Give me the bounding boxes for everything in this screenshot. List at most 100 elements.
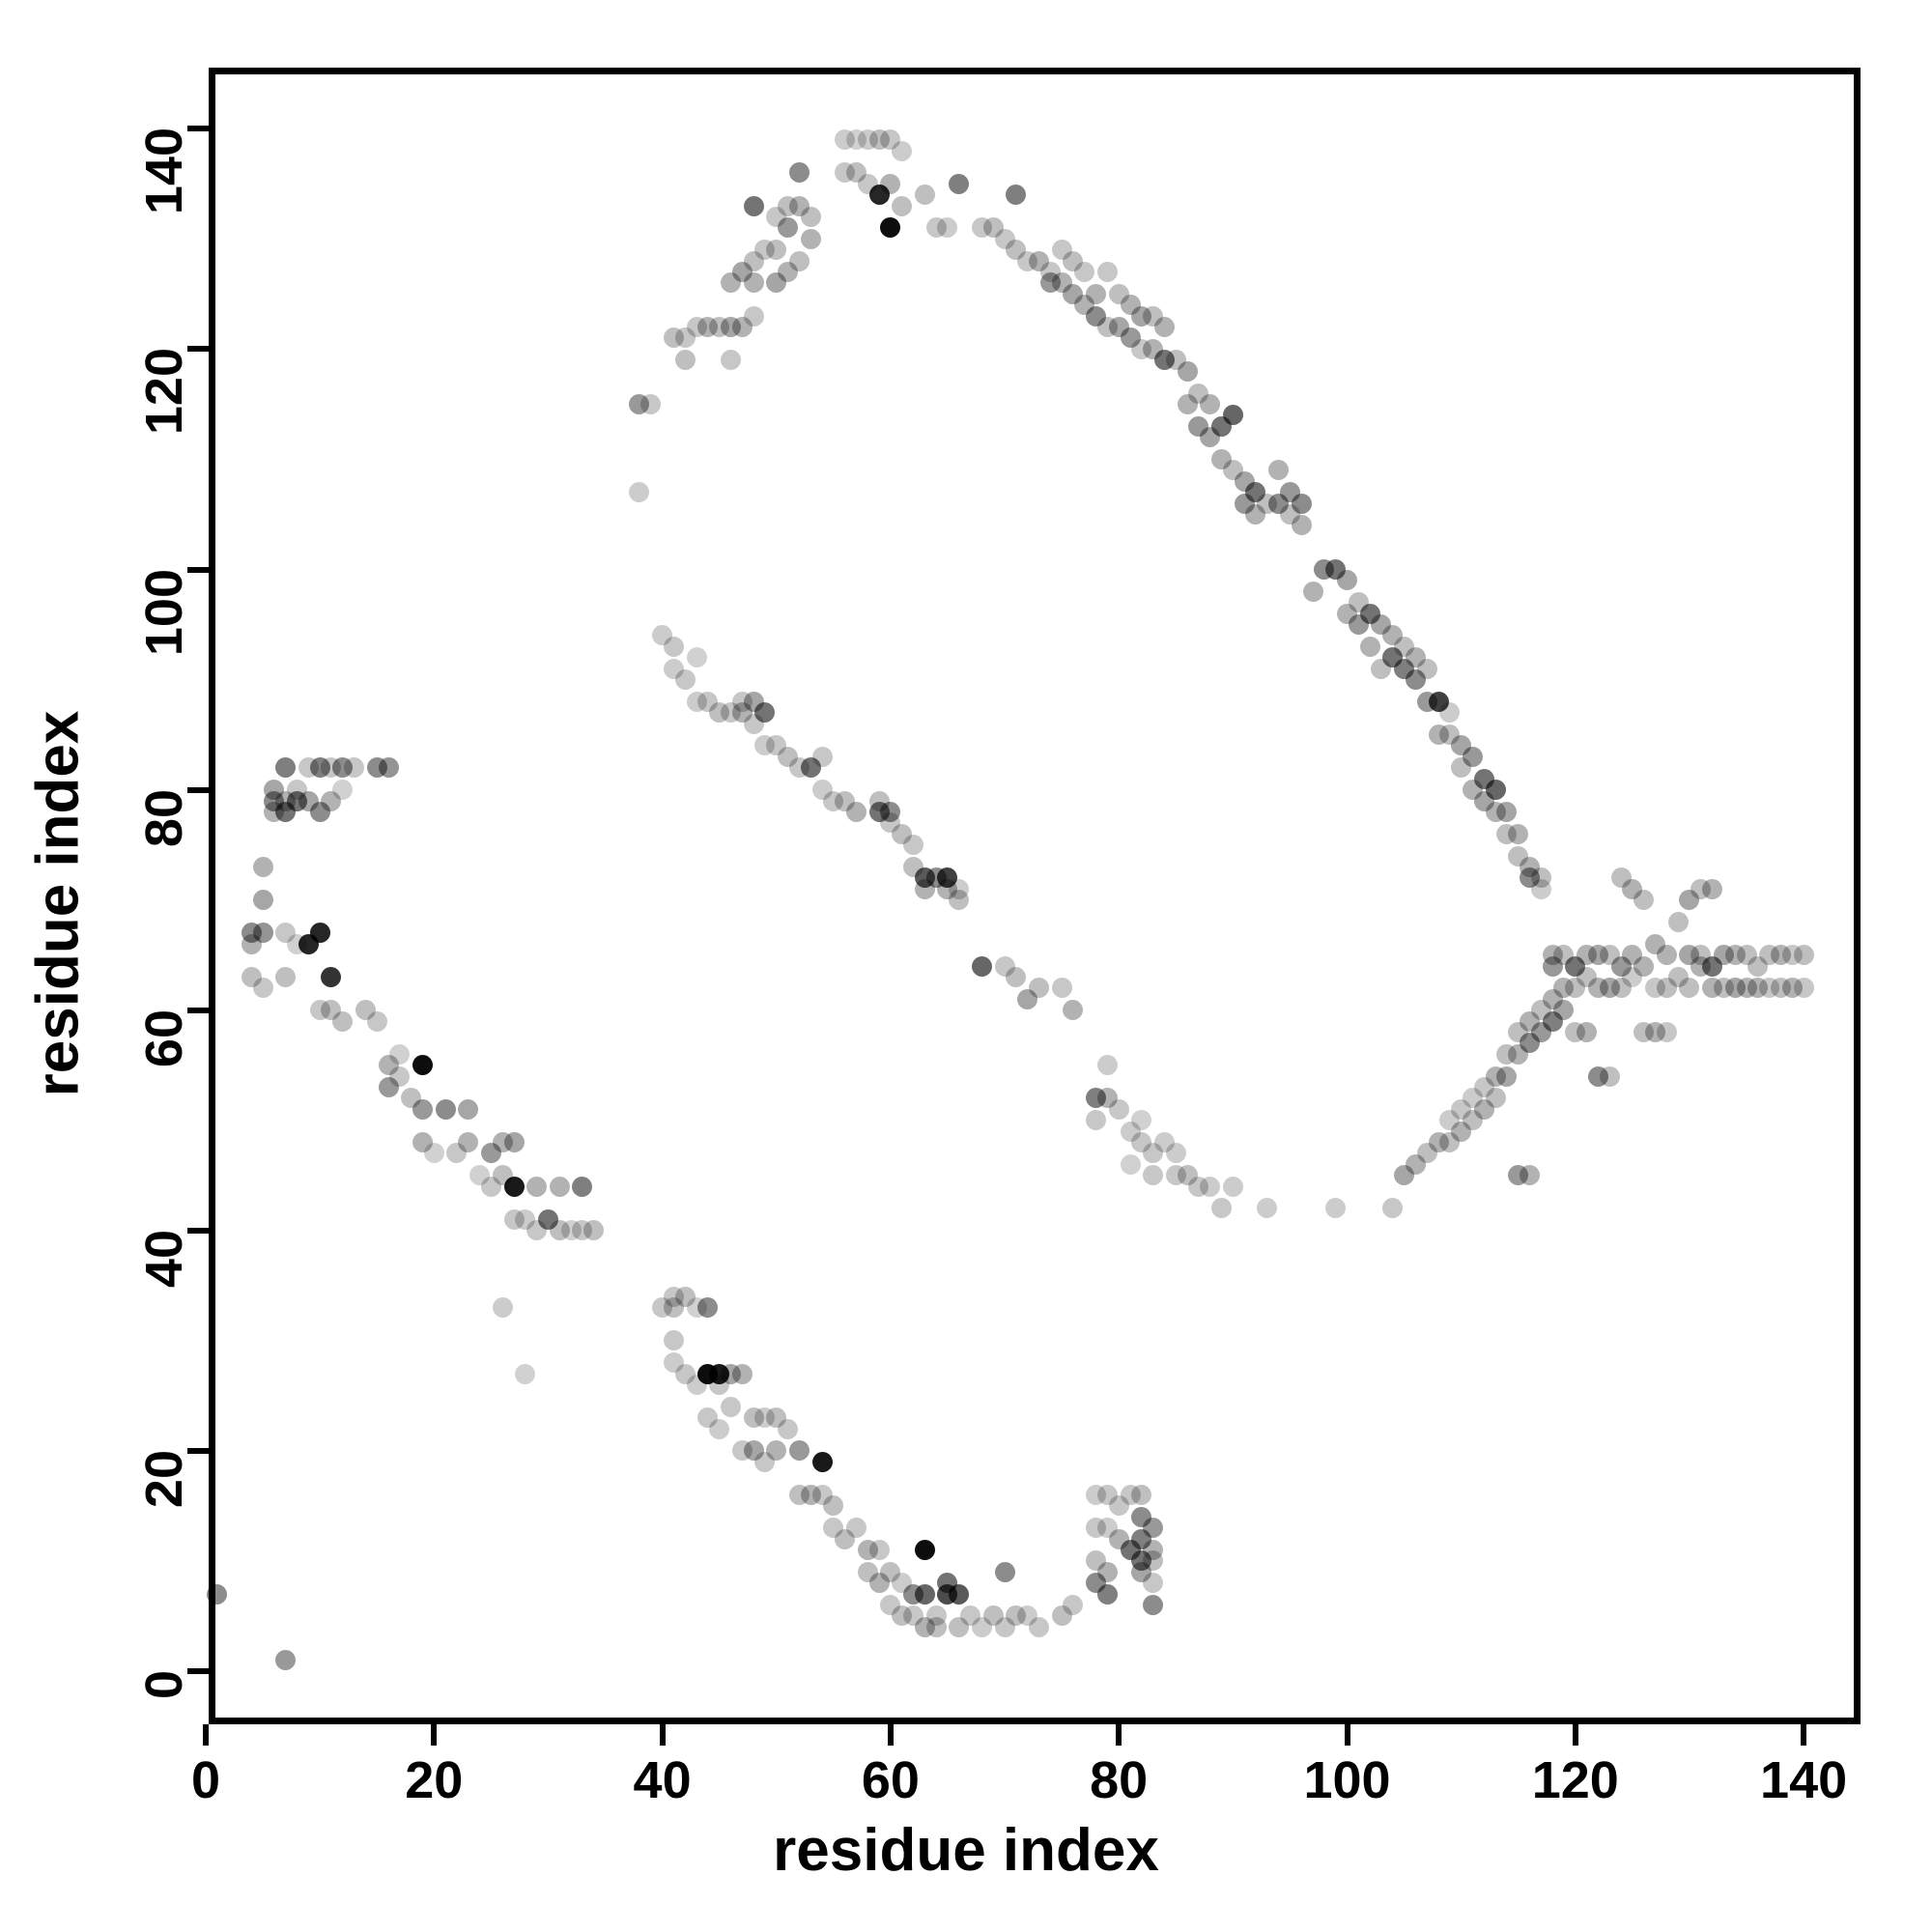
scatter-point xyxy=(835,162,856,184)
scatter-point xyxy=(880,129,901,151)
scatter-point xyxy=(1131,1132,1152,1153)
scatter-point xyxy=(1359,603,1380,624)
scatter-point xyxy=(503,1176,525,1197)
scatter-point xyxy=(1063,250,1084,271)
scatter-point xyxy=(1713,978,1734,999)
y-axis-tick-label: 60 xyxy=(135,1009,193,1067)
scatter-point xyxy=(778,195,799,216)
scatter-point xyxy=(811,746,833,767)
scatter-point xyxy=(1656,978,1677,999)
scatter-point xyxy=(1587,978,1608,999)
scatter-point xyxy=(1747,978,1769,999)
scatter-point xyxy=(994,228,1015,249)
scatter-point xyxy=(287,780,308,801)
scatter-point xyxy=(1724,945,1746,966)
scatter-point xyxy=(1485,1088,1506,1109)
scatter-point xyxy=(1508,1043,1529,1065)
scatter-point xyxy=(1153,1132,1175,1153)
scatter-point xyxy=(640,393,662,414)
scatter-point xyxy=(1462,1088,1483,1109)
scatter-point xyxy=(697,691,719,712)
scatter-point xyxy=(1086,1485,1107,1506)
scatter-point xyxy=(925,1605,947,1627)
scatter-point xyxy=(1143,1550,1164,1572)
scatter-point xyxy=(378,1077,399,1098)
scatter-point xyxy=(697,1407,719,1429)
scatter-point xyxy=(1679,945,1700,966)
scatter-point xyxy=(892,823,913,844)
scatter-point xyxy=(1120,1153,1141,1175)
scatter-point xyxy=(1577,966,1598,987)
scatter-point xyxy=(1565,955,1586,977)
scatter-point xyxy=(1006,966,1027,987)
scatter-point xyxy=(1667,911,1689,932)
scatter-point xyxy=(949,1616,970,1637)
scatter-point xyxy=(845,801,867,822)
scatter-point xyxy=(1051,978,1072,999)
scatter-point xyxy=(1131,1550,1152,1572)
scatter-point xyxy=(1747,955,1769,977)
y-axis-tick xyxy=(187,1447,209,1454)
scatter-point xyxy=(1508,845,1529,867)
scatter-point xyxy=(1520,1033,1541,1054)
scatter-point xyxy=(720,272,741,294)
scatter-point xyxy=(1268,493,1290,514)
scatter-point xyxy=(686,317,707,338)
scatter-point xyxy=(663,1286,684,1307)
scatter-point xyxy=(1131,1110,1152,1131)
scatter-point xyxy=(1086,1518,1107,1539)
scatter-point xyxy=(674,327,696,349)
scatter-point xyxy=(629,393,650,414)
scatter-point xyxy=(1736,978,1757,999)
x-axis-tick xyxy=(659,1724,666,1746)
scatter-point xyxy=(1188,1176,1209,1197)
y-axis-tick xyxy=(187,1007,209,1013)
scatter-point xyxy=(1337,603,1357,624)
scatter-point xyxy=(720,1396,741,1417)
scatter-point xyxy=(1736,945,1757,966)
scatter-point xyxy=(743,272,764,294)
x-axis-tick-label: 140 xyxy=(1760,1751,1848,1809)
scatter-point xyxy=(1017,988,1038,1009)
scatter-point xyxy=(1108,283,1129,304)
scatter-point xyxy=(1096,317,1118,338)
scatter-point xyxy=(458,1132,479,1153)
scatter-point xyxy=(1096,1518,1118,1539)
scatter-point xyxy=(845,162,867,184)
scatter-point xyxy=(583,1220,605,1241)
scatter-point xyxy=(1028,250,1049,271)
scatter-point xyxy=(720,1363,741,1384)
scatter-point xyxy=(823,1518,844,1539)
scatter-point xyxy=(480,1143,501,1164)
scatter-point xyxy=(321,1000,342,1021)
scatter-point xyxy=(686,647,707,668)
scatter-point xyxy=(1451,735,1472,756)
scatter-point xyxy=(1656,1022,1677,1042)
scatter-point xyxy=(1096,262,1118,283)
scatter-point xyxy=(1120,295,1141,316)
scatter-point xyxy=(1131,305,1152,327)
scatter-point xyxy=(754,1451,776,1472)
scatter-point xyxy=(435,1098,456,1120)
scatter-point xyxy=(720,350,741,371)
scatter-point xyxy=(1496,823,1518,844)
scatter-point xyxy=(868,185,890,206)
scatter-point xyxy=(1188,415,1209,437)
scatter-point xyxy=(1451,1121,1472,1142)
scatter-point xyxy=(788,1440,810,1462)
scatter-point xyxy=(1496,1065,1518,1087)
scatter-point xyxy=(845,129,867,151)
scatter-point xyxy=(1222,460,1243,481)
scatter-point xyxy=(835,129,856,151)
scatter-point xyxy=(880,1595,901,1616)
scatter-point xyxy=(1793,978,1814,999)
scatter-point xyxy=(880,1561,901,1582)
scatter-point xyxy=(788,250,810,271)
scatter-point xyxy=(1542,1010,1563,1032)
scatter-point xyxy=(1473,1077,1494,1098)
scatter-point xyxy=(1153,317,1175,338)
scatter-point xyxy=(982,217,1004,239)
scatter-point xyxy=(492,1297,513,1319)
scatter-point xyxy=(537,1208,558,1230)
